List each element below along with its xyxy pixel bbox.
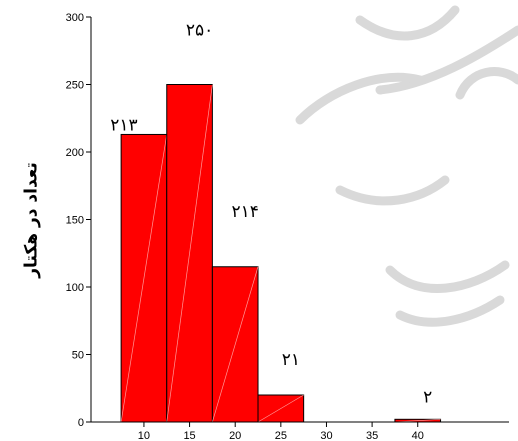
data-labels-layer: ۲۱۳ ۲۵۰ ۲۱۴ ۲۱ ۲ bbox=[110, 21, 432, 407]
x-tick-label: 25 bbox=[275, 430, 287, 441]
x-tick-label: 15 bbox=[183, 430, 195, 441]
y-tick-label: 200 bbox=[66, 147, 84, 159]
x-tick-label: 30 bbox=[320, 430, 332, 441]
bar-diagonal-line bbox=[257, 394, 304, 423]
x-tick-label: 40 bbox=[412, 430, 424, 441]
x-tick-label: 10 bbox=[138, 430, 150, 441]
y-tick-label: 0 bbox=[78, 417, 84, 429]
bar-data-label: ۲۱۳ bbox=[110, 115, 137, 134]
x-tick-label: 35 bbox=[366, 430, 378, 441]
y-axis-label: تعداد در هکتار bbox=[22, 162, 43, 278]
bar-data-label: ۲۵۰ bbox=[186, 21, 213, 40]
bar-diagonal-line bbox=[166, 84, 213, 423]
bar-data-label: ۲۱ bbox=[282, 350, 300, 369]
bar-data-label: ۲ bbox=[423, 387, 432, 406]
axes-layer: 0 50 100 150 200 250 300 10 15 20 25 30 35 40 bbox=[66, 12, 509, 441]
bars-layer bbox=[120, 84, 442, 423]
y-tick-label: 150 bbox=[66, 215, 84, 227]
x-tick-label: 20 bbox=[229, 430, 241, 441]
bar-diagonal-line bbox=[120, 134, 168, 423]
bar-diagonal-line bbox=[212, 266, 259, 423]
y-tick-label: 250 bbox=[66, 80, 84, 92]
y-tick-label: 50 bbox=[72, 350, 84, 362]
y-tick-label: 100 bbox=[66, 282, 84, 294]
y-axis-label-container: تعداد در هکتار bbox=[12, 140, 52, 300]
y-tick-label: 300 bbox=[66, 12, 84, 24]
bar-data-label: ۲۱۴ bbox=[231, 202, 258, 221]
